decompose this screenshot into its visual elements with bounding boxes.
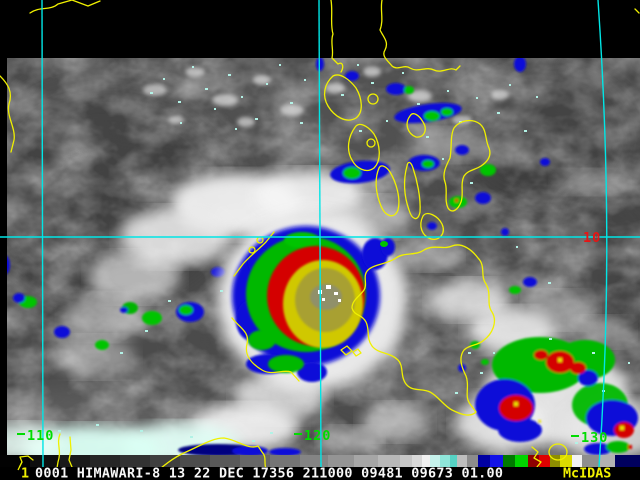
coastline-island-squiggle xyxy=(531,446,542,468)
no-data-mask xyxy=(0,0,640,455)
wedge-segment xyxy=(467,455,478,467)
grid-label-130: 130 xyxy=(581,430,608,446)
wedge-segment xyxy=(550,455,560,467)
coastline-mindanao xyxy=(351,244,496,416)
coastline-sabah xyxy=(147,437,269,480)
wedge-segment xyxy=(503,455,515,467)
grid-label-tick xyxy=(17,433,25,435)
wedge-segment xyxy=(450,455,457,467)
meridian-130e xyxy=(597,0,608,468)
wedge-segment xyxy=(412,455,422,467)
wedge-segment xyxy=(478,455,490,467)
coastline-islet xyxy=(352,348,362,357)
wedge-segment xyxy=(90,455,120,467)
annotation-bar: 1 0001 HIMAWARI-8 13 22 DEC 17356 211000… xyxy=(0,461,640,480)
wedge-segment xyxy=(539,455,550,467)
wedge-segment xyxy=(378,455,400,467)
coastline-siquijor xyxy=(340,345,353,356)
wedge-segment xyxy=(328,455,354,467)
coastline-bohol xyxy=(420,212,444,240)
meridian-110e xyxy=(41,0,44,468)
wedge-segment xyxy=(515,455,528,467)
enhancement-layer xyxy=(0,8,638,456)
coastline-cebu xyxy=(403,161,421,220)
wedge-segment xyxy=(615,455,640,467)
wedge-segment xyxy=(270,455,300,467)
coastline-island-oval xyxy=(548,443,568,461)
grid-labels: 110 120 130 10 xyxy=(17,230,608,446)
image-label: 0001 HIMAWARI-8 13 22 DEC 17356 211000 0… xyxy=(35,467,503,480)
coastline-negros xyxy=(375,165,400,217)
coastline-samar-leyte xyxy=(443,119,491,212)
coastline-calamian-2 xyxy=(248,246,256,254)
wedge-segment xyxy=(0,455,30,467)
wedge-segment xyxy=(30,455,60,467)
coastline-vietnam xyxy=(0,75,15,153)
bottom-cells xyxy=(178,441,632,456)
wedge-segment xyxy=(440,455,450,467)
grid-label-tick xyxy=(571,435,579,437)
wedge-segment xyxy=(354,455,378,467)
coastline-masbate xyxy=(406,113,426,138)
coastline-edge-fragment xyxy=(634,8,640,14)
meridian-120e xyxy=(318,0,322,468)
wedge-segment xyxy=(120,455,150,467)
coastline-borneo-river xyxy=(68,436,73,468)
wedge-segment xyxy=(582,455,600,467)
wedge-segment xyxy=(572,455,582,467)
grid-label-120: 120 xyxy=(304,428,331,444)
wedge-segment xyxy=(180,455,210,467)
coastline-china xyxy=(29,0,101,14)
wedge-segment xyxy=(600,455,615,467)
frame-number: 1 xyxy=(21,467,29,480)
wedge-segment xyxy=(422,455,430,467)
se-cluster xyxy=(458,337,638,442)
grid-label-tick xyxy=(294,433,302,435)
coastline-marinduque xyxy=(367,93,379,105)
wedge-segment xyxy=(150,455,180,467)
wedge-segment xyxy=(490,455,503,467)
coastline-over-bar xyxy=(17,461,23,471)
coastline-luzon-southeast xyxy=(379,0,461,72)
coastline-panay xyxy=(347,123,380,172)
mcidas-brand: McIDAS xyxy=(563,467,611,480)
wedge-segment xyxy=(430,455,440,467)
coastline-luzon-west xyxy=(330,0,344,73)
grid-label-10: 10 xyxy=(583,230,601,246)
wedge-segment xyxy=(400,455,412,467)
wedge-segment xyxy=(300,455,328,467)
popcorn-clouds xyxy=(143,67,509,127)
coastline-romblon xyxy=(366,138,376,148)
coastline-palawan-north xyxy=(233,231,275,277)
wedge-segment xyxy=(457,455,467,467)
grid-label-110: 110 xyxy=(27,428,54,444)
coastline-mindoro xyxy=(323,74,362,121)
typhoon xyxy=(217,210,407,390)
coastline-sulu xyxy=(231,317,300,382)
wedge-segment xyxy=(240,455,270,467)
wedge-segment xyxy=(528,455,539,467)
wedge-segment xyxy=(60,455,90,467)
latlon-grid xyxy=(0,0,640,468)
coastline-borneo-west xyxy=(54,433,61,480)
wedge-segment xyxy=(210,455,240,467)
colorbar-wedge xyxy=(0,455,640,467)
